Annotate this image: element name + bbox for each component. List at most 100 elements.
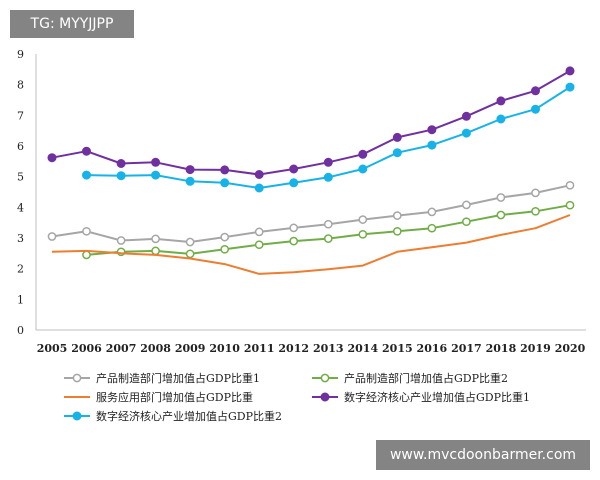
data-point: [220, 165, 230, 175]
data-point: [531, 86, 540, 96]
y-tick-label: 5: [17, 171, 24, 184]
data-point: [289, 178, 299, 188]
data-point: [254, 183, 264, 193]
data-point: [427, 125, 437, 135]
watermark-top-left: TG: MYYJJPP: [10, 10, 134, 38]
chart-axes: [35, 54, 586, 331]
data-point: [185, 237, 195, 247]
y-tick-label: 7: [17, 109, 24, 122]
legend-item: 数字经济核心产业增加值占GDP比重2: [64, 409, 282, 423]
data-point: [116, 236, 126, 245]
data-point: [82, 250, 91, 260]
y-tick-label: 1: [17, 293, 24, 306]
data-point: [358, 215, 368, 224]
data-point: [427, 223, 437, 233]
data-point: [323, 234, 333, 243]
legend-item: 产品制造部门增加值占GDP比重1: [64, 371, 260, 385]
data-point: [289, 236, 299, 246]
data-point: [427, 207, 437, 217]
x-tick-label: 2019: [520, 342, 551, 355]
data-point: [116, 159, 126, 168]
data-point: [531, 206, 540, 216]
data-point: [565, 66, 575, 76]
data-point: [82, 226, 91, 236]
legend-label: 产品制造部门增加值占GDP比重1: [96, 371, 260, 385]
data-point: [531, 188, 540, 198]
x-tick-label: 2012: [278, 342, 309, 355]
data-point: [392, 226, 402, 236]
watermark-bottom-right: www.mvcdoonbarmer.com: [376, 440, 590, 470]
data-point: [220, 244, 230, 254]
data-point: [496, 193, 506, 202]
series-line: [51, 214, 571, 275]
y-tick-label: 2: [17, 263, 24, 276]
x-tick-label: 2009: [175, 342, 206, 355]
data-point: [323, 172, 333, 182]
series-layer: [47, 66, 575, 275]
data-point: [565, 82, 575, 92]
data-point: [462, 217, 471, 227]
y-tick-label: 6: [17, 140, 24, 153]
data-point: [323, 219, 333, 229]
data-point: [496, 96, 506, 106]
data-point: [254, 170, 264, 179]
data-point: [220, 178, 230, 188]
data-point: [462, 200, 471, 210]
y-tick-label: 9: [17, 48, 24, 61]
data-point: [427, 140, 437, 150]
x-tick-label: 2010: [209, 342, 240, 355]
legend-label: 数字经济核心产业增加值占GDP比重1: [344, 390, 530, 404]
series-4: [47, 66, 575, 179]
x-tick-label: 2016: [417, 342, 448, 355]
data-point: [116, 171, 126, 181]
legend-label: 数字经济核心产业增加值占GDP比重2: [96, 409, 282, 423]
x-tick-labels: 2005 2006 2007 2008 2009 2010 2011 2012 2013 2014…: [37, 342, 586, 355]
data-point: [151, 246, 160, 256]
legend-label: 服务应用部门增加值占GDP比重: [96, 390, 253, 404]
data-point: [496, 114, 506, 124]
series-3: [51, 214, 571, 275]
data-point: [82, 146, 91, 156]
legend-swatch-marker: [320, 392, 330, 402]
data-point: [289, 164, 299, 174]
data-point: [47, 153, 57, 163]
legend-label: 产品制造部门增加值占GDP比重2: [344, 371, 508, 385]
data-point: [185, 176, 195, 186]
data-point: [392, 148, 402, 158]
legend-swatch-marker: [72, 411, 82, 421]
x-tick-label: 2020: [555, 342, 586, 355]
data-point: [358, 164, 368, 174]
x-tick-label: 2007: [106, 342, 137, 355]
data-point: [47, 232, 57, 241]
data-point: [220, 232, 230, 242]
data-point: [531, 104, 540, 114]
y-tick-label: 0: [17, 324, 24, 337]
data-point: [565, 180, 575, 190]
series-line: [51, 184, 571, 243]
x-tick-label: 2017: [451, 342, 482, 355]
series-1: [47, 180, 575, 247]
data-point: [323, 157, 333, 167]
legend-swatch-marker: [72, 373, 82, 383]
legend-item: 服务应用部门增加值占GDP比重: [64, 390, 253, 404]
data-point: [254, 227, 264, 237]
data-point: [185, 249, 195, 259]
data-point: [151, 170, 161, 180]
x-tick-label: 2018: [486, 342, 517, 355]
data-point: [496, 210, 506, 220]
y-tick-labels: 0 1 2 3 4 5 6 7 8 9: [17, 48, 24, 337]
x-tick-label: 2005: [37, 342, 68, 355]
data-point: [151, 234, 160, 244]
data-point: [151, 157, 161, 167]
y-tick-label: 4: [17, 201, 24, 214]
data-point: [289, 223, 299, 233]
data-point: [358, 149, 368, 159]
chart-legend: 产品制造部门增加值占GDP比重1 产品制造部门增加值占GDP比重2 服务应用部门增加…: [64, 371, 530, 423]
data-point: [392, 132, 402, 142]
x-tick-label: 2011: [244, 342, 275, 355]
y-tick-label: 3: [17, 232, 24, 245]
x-tick-label: 2006: [71, 342, 102, 355]
series-5: [82, 82, 575, 193]
x-tick-label: 2013: [313, 342, 344, 355]
